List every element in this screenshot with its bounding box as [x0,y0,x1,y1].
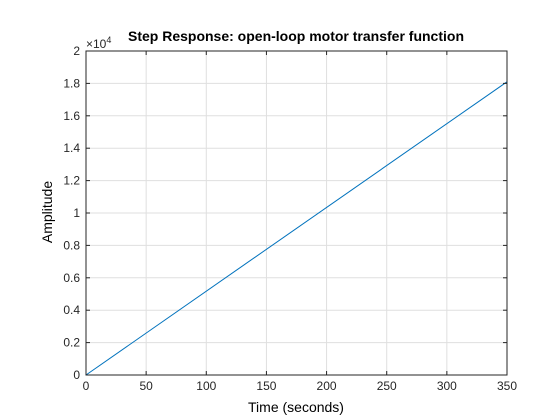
x-tick-label: 0 [83,379,90,393]
y-tick-label: 0.2 [63,336,80,350]
y-exponent-power: 4 [106,35,111,45]
x-tick-label: 300 [437,379,457,393]
y-tick-label: 1.4 [63,141,80,155]
series-line [85,81,508,376]
y-axis-label: Amplitude [39,181,55,243]
x-tick-label: 350 [497,379,517,393]
tick-label-layer: 0 50 100 150 200 250 300 350 0 0.2 0.4 0.6 0.8 1 1.2 1.… [63,44,517,393]
series-layer [85,81,508,376]
x-tick-label: 200 [317,379,337,393]
x-tick-label: 50 [139,379,153,393]
grid-layer [86,51,507,375]
y-tick-label: 1.8 [63,76,80,90]
y-tick-label: 1.6 [63,109,80,123]
y-tick-label: 0.6 [63,271,80,285]
y-tick-label: 0.4 [63,303,80,317]
y-tick-label: 1 [73,206,80,220]
plot-area: 0 50 100 150 200 250 300 350 0 0.2 0.4 0.6 0.8 1 1.2 1.… [63,44,517,393]
tick-layer [85,50,508,376]
y-tick-label: 2 [73,44,80,58]
y-exponent-label: ×104 [86,35,111,51]
x-tick-label: 250 [377,379,397,393]
y-tick-label: 0.8 [63,238,80,252]
x-tick-label: 100 [196,379,216,393]
x-tick-label: 150 [256,379,276,393]
y-tick-label: 1.2 [63,174,80,188]
chart-title: Step Response: open-loop motor transfer … [128,28,464,44]
y-exponent-base: ×10 [86,37,107,51]
x-axis-label: Time (seconds) [248,399,344,415]
y-tick-label: 0 [73,368,80,382]
